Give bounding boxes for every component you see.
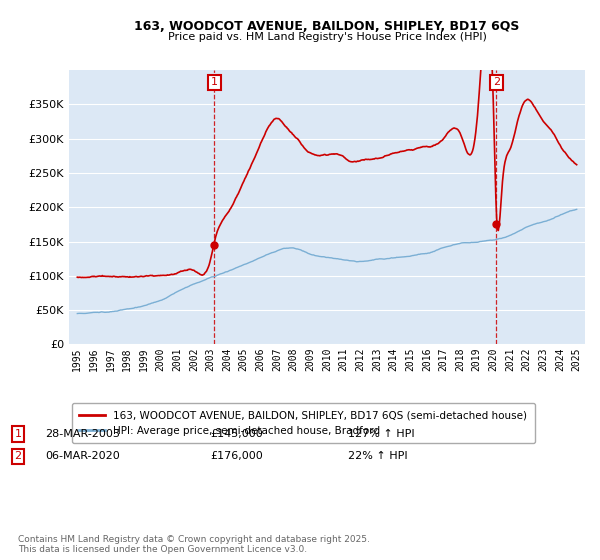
Text: £145,000: £145,000 [210, 429, 263, 439]
Text: 1: 1 [211, 77, 218, 87]
Text: 1: 1 [14, 429, 22, 439]
Text: 2: 2 [493, 77, 500, 87]
Text: 06-MAR-2020: 06-MAR-2020 [45, 451, 120, 461]
Text: 163, WOODCOT AVENUE, BAILDON, SHIPLEY, BD17 6QS: 163, WOODCOT AVENUE, BAILDON, SHIPLEY, B… [134, 20, 520, 32]
Legend: 163, WOODCOT AVENUE, BAILDON, SHIPLEY, BD17 6QS (semi-detached house), HPI: Aver: 163, WOODCOT AVENUE, BAILDON, SHIPLEY, B… [71, 403, 535, 443]
Text: 127% ↑ HPI: 127% ↑ HPI [348, 429, 415, 439]
Text: 22% ↑ HPI: 22% ↑ HPI [348, 451, 407, 461]
Text: £176,000: £176,000 [210, 451, 263, 461]
Text: Price paid vs. HM Land Registry's House Price Index (HPI): Price paid vs. HM Land Registry's House … [167, 32, 487, 43]
Text: 2: 2 [14, 451, 22, 461]
Text: 28-MAR-2003: 28-MAR-2003 [45, 429, 120, 439]
Text: Contains HM Land Registry data © Crown copyright and database right 2025.
This d: Contains HM Land Registry data © Crown c… [18, 535, 370, 554]
